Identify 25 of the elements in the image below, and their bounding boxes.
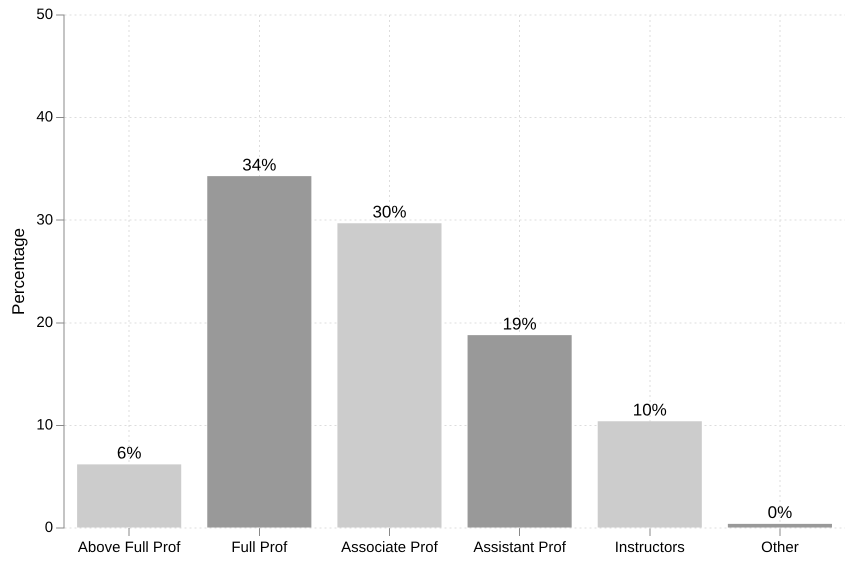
data-label: 0% [768,503,792,522]
y-tick-label: 50 [36,6,54,24]
x-tick-label: Instructors [614,539,685,556]
x-tick-label: Associate Prof [341,539,439,556]
y-tick-label: 30 [36,211,54,228]
y-tick-label: 0 [44,519,54,536]
x-tick-label: Other [761,539,799,556]
data-label: 6% [116,444,142,463]
bar [207,176,312,528]
bar [598,421,702,528]
y-tick-label: 10 [36,416,54,434]
x-tick-label: Above Full Prof [78,539,182,556]
data-label: 19% [502,314,537,334]
x-tick-label: Assistant Prof [473,539,567,556]
bar [77,464,182,528]
data-label: 30% [372,202,406,222]
data-label: 10% [632,400,667,420]
y-axis-title: Percentage [8,228,28,315]
bar [468,335,572,528]
y-tick-label: 40 [36,108,54,126]
x-tick-label: Full Prof [231,539,288,556]
data-label: 34% [242,155,276,174]
y-tick-label: 20 [36,314,54,331]
bar [728,524,832,528]
bar [337,223,442,528]
